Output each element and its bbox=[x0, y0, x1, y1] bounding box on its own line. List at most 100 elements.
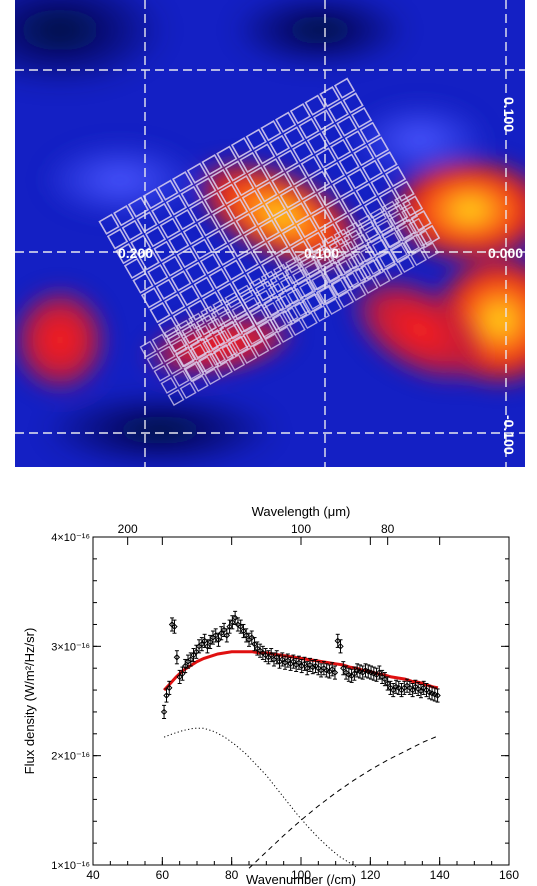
footprint-cell bbox=[290, 240, 312, 262]
footprint-cell bbox=[174, 346, 197, 368]
data-point bbox=[171, 623, 178, 630]
footprint-cell bbox=[340, 191, 363, 213]
footprint-cell-secondary bbox=[285, 256, 302, 274]
footprint-cell bbox=[338, 153, 360, 175]
footprint-cell bbox=[344, 130, 367, 152]
footprint-cell bbox=[231, 274, 253, 296]
footprint-cell bbox=[327, 100, 350, 123]
footprint-cell bbox=[237, 250, 260, 273]
footprint-cell bbox=[191, 238, 213, 260]
footprint-cell bbox=[209, 168, 232, 191]
footprint-cell-secondary bbox=[382, 200, 399, 218]
footprint-cell bbox=[168, 232, 190, 254]
footprint-cell-secondary bbox=[390, 243, 408, 261]
footprint-cell bbox=[277, 286, 300, 308]
chart-axes: 40 60 80 100 120 140 160 1×10⁻¹⁶ 2×10⁻¹⁶ 3×10⁻¹⁶ 4… bbox=[51, 522, 519, 882]
footprint-cell-secondary bbox=[385, 263, 403, 281]
footprint-cell bbox=[346, 168, 369, 190]
footprint-cell-secondary bbox=[333, 228, 351, 246]
footprint-cell-secondary bbox=[221, 341, 239, 359]
footprint-cell bbox=[189, 337, 211, 359]
footprint-cell bbox=[298, 254, 321, 277]
coordinate-grid bbox=[15, 0, 525, 467]
footprint-cell-secondary bbox=[369, 207, 387, 225]
chart-curves bbox=[163, 650, 439, 869]
data-point bbox=[187, 656, 194, 663]
footprint-cell-secondary bbox=[146, 352, 164, 370]
footprint-cell bbox=[172, 308, 194, 330]
footprint-cell-secondary bbox=[410, 249, 427, 267]
footprint-cell-secondary bbox=[267, 282, 285, 300]
footprint-cell-secondary bbox=[216, 361, 233, 379]
top-tick-label: 100 bbox=[291, 522, 311, 536]
footprint-cell bbox=[289, 103, 312, 125]
data-point bbox=[340, 664, 347, 672]
footprint-cell bbox=[294, 178, 316, 201]
footprint-cell-secondary bbox=[231, 303, 249, 321]
footprint-cell-secondary bbox=[167, 389, 185, 407]
footprint-cell bbox=[157, 316, 180, 338]
y-tick-label: 4×10⁻¹⁶ bbox=[51, 532, 90, 544]
footprint-cell bbox=[336, 115, 358, 137]
footprint-cell-secondary bbox=[306, 292, 323, 310]
footprint-cell-secondary bbox=[228, 354, 246, 372]
footprint-cell-secondary bbox=[238, 315, 256, 333]
footprint-cell-secondary bbox=[243, 296, 261, 314]
footprint-cell-secondary bbox=[325, 298, 343, 316]
footprint-cell bbox=[202, 291, 224, 313]
footprint-cell-secondary bbox=[328, 247, 346, 265]
footprint-cell-secondary bbox=[366, 257, 384, 275]
footprint-cell bbox=[165, 194, 188, 216]
footprint-cell-secondary bbox=[158, 345, 176, 363]
data-point bbox=[206, 638, 214, 646]
footprint-cell-secondary bbox=[255, 289, 273, 307]
footprint-cell bbox=[307, 269, 329, 291]
footprint-cell-secondary bbox=[383, 231, 401, 249]
footprint-cell bbox=[186, 162, 209, 184]
footprint-cell-secondary bbox=[357, 214, 375, 232]
footprint-cell bbox=[374, 250, 397, 272]
footprint-cell bbox=[185, 261, 207, 283]
footprint-cell-secondary bbox=[214, 329, 232, 347]
footprint-cell bbox=[264, 195, 287, 218]
footprint-cell-secondary bbox=[318, 285, 336, 303]
x-tick-label: 80 bbox=[225, 868, 239, 882]
footprint-cell bbox=[149, 301, 171, 324]
footprint-cell bbox=[254, 143, 276, 165]
footprint-cell bbox=[389, 241, 411, 264]
footprint-cell-secondary bbox=[286, 287, 304, 305]
footprint-cell bbox=[349, 206, 371, 228]
footprint-cell bbox=[195, 177, 217, 199]
footprint-cell bbox=[216, 282, 239, 304]
footprint-cell bbox=[123, 257, 146, 280]
footprint-cell bbox=[106, 228, 129, 250]
footprint-cell bbox=[258, 219, 280, 241]
footprint-cell bbox=[304, 94, 326, 116]
grid-label-x-0: 0.200 bbox=[118, 245, 153, 261]
footprint-cell bbox=[298, 117, 320, 140]
footprint-cell bbox=[187, 299, 209, 321]
sed-chart: 40 60 80 100 120 140 160 1×10⁻¹⁶ 2×10⁻¹⁶ 3×10⁻¹⁶ 4… bbox=[22, 504, 519, 886]
footprint-cell bbox=[353, 144, 375, 167]
footprint-cell-secondary bbox=[260, 270, 278, 288]
footprint-cell bbox=[208, 267, 230, 290]
footprint-cell-secondary bbox=[376, 219, 394, 237]
footprint-cell-secondary bbox=[276, 326, 294, 344]
footprint-cell-secondary bbox=[209, 348, 226, 366]
footprint-cell-secondary bbox=[293, 299, 311, 317]
footprint-cell bbox=[315, 284, 338, 306]
footprint-cell bbox=[230, 137, 253, 159]
footprint-cell-secondary bbox=[347, 252, 365, 270]
footprint-cell bbox=[216, 145, 238, 167]
footprint-cell-secondary bbox=[262, 301, 280, 319]
footprint-cell bbox=[296, 216, 318, 239]
grid-label-x-2: 0.000 bbox=[488, 245, 523, 261]
footprint-cell bbox=[404, 233, 426, 255]
footprint-cell-secondary bbox=[408, 217, 426, 235]
footprint-cell bbox=[224, 160, 246, 182]
footprint-cell bbox=[330, 275, 352, 298]
footprint-cell-secondary bbox=[364, 226, 382, 244]
footprint-cell-secondary bbox=[248, 277, 266, 295]
footprint-cell bbox=[201, 154, 223, 176]
footprint-cell-secondary bbox=[188, 312, 205, 330]
